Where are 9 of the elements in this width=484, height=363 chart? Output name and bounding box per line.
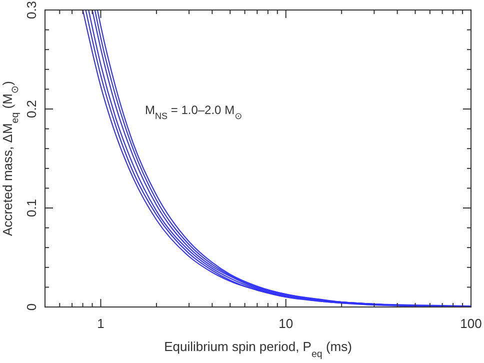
x-tick-label: 10 bbox=[278, 316, 294, 331]
y-tick-label: 0 bbox=[24, 303, 39, 311]
x-tick-label: 1 bbox=[97, 316, 104, 331]
annotation: M$_{NS}$ = 1.0–2.0 M$_{⊙}$ bbox=[145, 103, 242, 121]
x-axis-title: Equilibrium spin period, P$_{eq}$ (ms) bbox=[164, 339, 352, 360]
x-tick-label: 100 bbox=[460, 316, 482, 331]
y-tick-label: 0.2 bbox=[24, 100, 39, 118]
y-tick-label: 0.3 bbox=[24, 0, 39, 20]
y-tick-label: 0.1 bbox=[24, 198, 39, 218]
